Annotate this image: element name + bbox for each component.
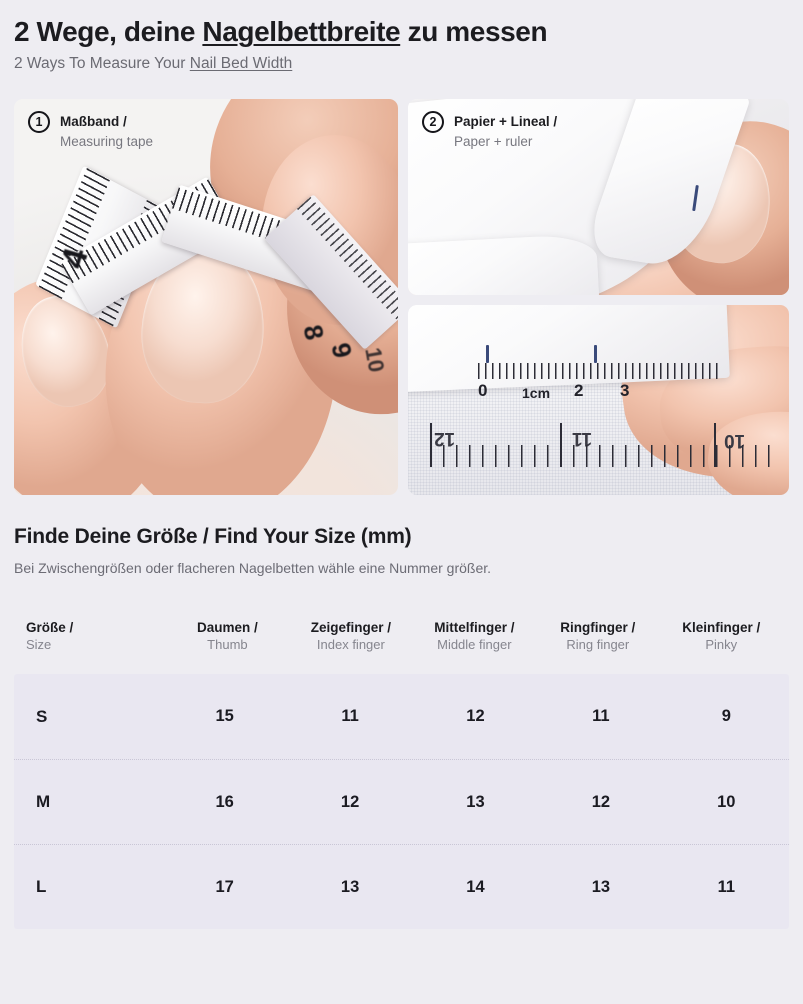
cell-pinky: 9 <box>721 707 731 726</box>
method-2-badge: 2 Papier + Lineal / Paper + ruler <box>422 111 557 153</box>
method-1-labels: Maßband / Measuring tape <box>60 111 153 153</box>
column-header-ring-finger: Ringfinger / Ring finger <box>536 620 659 653</box>
cell-thumb: 17 <box>215 877 234 896</box>
method-2-photo-column: 2 Papier + Lineal / Paper + ruler <box>408 99 789 495</box>
column-header-de: Größe / <box>26 620 74 635</box>
page-title-pre: 2 Wege, deine <box>14 16 203 47</box>
method-2-labels: Papier + Lineal / Paper + ruler <box>454 111 557 153</box>
cell-thumb: 15 <box>215 707 234 726</box>
column-header-en: Index finger <box>316 636 385 652</box>
cell-pinky: 11 <box>717 877 736 896</box>
method-1-label-en: Measuring tape <box>60 134 154 150</box>
cell-size: M <box>36 792 51 812</box>
cell-index: 11 <box>341 707 359 726</box>
cell-size: L <box>36 877 47 897</box>
cell-middle: 12 <box>466 707 485 726</box>
cell-pinky: 10 <box>717 792 736 811</box>
paper-strip <box>408 305 730 393</box>
cell-thumb: 16 <box>215 792 234 811</box>
column-header-en: Size <box>26 636 52 652</box>
size-section-note: Bei Zwischengrößen oder flacheren Nagelb… <box>14 560 492 576</box>
cell-ring: 13 <box>591 877 611 896</box>
size-table-header: Größe / Size Daumen / Thumb Zeigefinger … <box>14 612 789 663</box>
table-row: S 15 11 12 11 9 <box>14 674 789 759</box>
column-header-en: Thumb <box>207 636 248 652</box>
cell-ring: 11 <box>592 707 610 726</box>
column-header-de: Kleinfinger / <box>682 620 761 635</box>
column-header-en: Middle finger <box>437 636 512 652</box>
page-title-post: zu messen <box>400 16 548 47</box>
method-photo-grid: 4 8 9 10 1 Maßband / Measuring tape <box>14 99 789 495</box>
column-header-size: Größe / Size <box>20 620 166 653</box>
pen-mark-right <box>594 345 597 363</box>
cell-size: S <box>36 706 48 726</box>
method-1-badge: 1 Maßband / Measuring tape <box>28 111 153 153</box>
page-subtitle: 2 Ways To Measure Your Nail Bed Width <box>14 54 789 74</box>
tape-number-10: 10 <box>360 345 390 375</box>
ruler-label-2: 2 <box>574 381 584 400</box>
ruler-ticks-top <box>478 363 718 379</box>
column-header-en: Ring finger <box>566 636 630 652</box>
table-row: M 16 12 13 12 10 <box>14 759 789 844</box>
step-number-icon: 1 <box>28 111 50 133</box>
column-header-en: Pinky <box>705 636 738 652</box>
column-header-de: Daumen / <box>197 620 258 635</box>
column-header-index-finger: Zeigefinger / Index finger <box>289 620 412 653</box>
ruler-label-3: 3 <box>620 381 630 400</box>
column-header-de: Mittelfinger / <box>434 620 515 635</box>
column-header-thumb: Daumen / Thumb <box>166 620 289 653</box>
method-2-label-en: Paper + ruler <box>454 134 533 150</box>
paper-lower-edge <box>408 233 600 295</box>
method-1-label-de: Maßband / <box>60 114 127 129</box>
page-subtitle-keyword: Nail Bed Width <box>189 55 293 73</box>
table-row: L 17 13 14 13 11 <box>14 844 789 929</box>
column-header-de: Zeigefinger / <box>310 620 391 635</box>
page-title: 2 Wege, deine Nagelbettbreite zu messen <box>14 0 789 48</box>
page-subtitle-pre: 2 Ways To Measure Your <box>14 55 190 73</box>
ruler-label-1cm: 1cm <box>522 385 551 401</box>
cell-middle: 13 <box>466 792 485 811</box>
size-section-title: Finde Deine Größe / Find Your Size (mm) <box>14 525 412 548</box>
ruler-label-0: 0 <box>478 381 488 400</box>
cell-ring: 12 <box>591 792 611 811</box>
column-header-pinky: Kleinfinger / Pinky <box>660 620 783 653</box>
size-table-body: S 15 11 12 11 9 M 16 12 13 12 10 L 17 13… <box>14 674 789 930</box>
photo-measuring-tape: 4 8 9 10 1 Maßband / Measuring tape <box>14 99 398 495</box>
method-2-label-de: Papier + Lineal / <box>454 114 558 129</box>
cell-index: 13 <box>340 877 360 896</box>
step-number-icon: 2 <box>422 111 444 133</box>
column-header-de: Ringfinger / <box>560 620 636 635</box>
cell-middle: 14 <box>466 877 485 896</box>
column-header-middle-finger: Mittelfinger / Middle finger <box>413 620 536 653</box>
cell-index: 12 <box>340 792 360 811</box>
photo-paper-fold: 2 Papier + Lineal / Paper + ruler <box>408 99 789 295</box>
photo-paper-on-ruler: 0 1cm 2 3 12 11 10 <box>408 305 789 495</box>
ruler-ticks-bottom <box>430 445 770 467</box>
size-table: Größe / Size Daumen / Thumb Zeigefinger … <box>14 612 789 930</box>
page-title-keyword: Nagelbettbreite <box>202 16 401 47</box>
pen-mark-left <box>486 345 489 363</box>
